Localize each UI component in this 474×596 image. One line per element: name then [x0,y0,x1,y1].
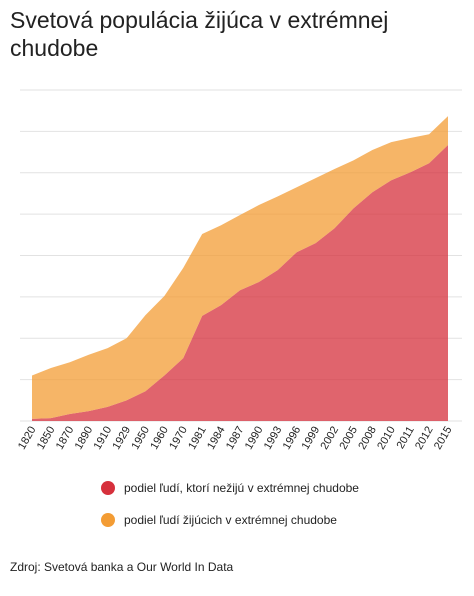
x-tick-label: 1984 [205,425,228,452]
x-tick-label: 1993 [262,425,285,452]
x-tick-label: 1996 [281,425,304,452]
legend-label: podiel ľudí, ktorí nežijú v extrémnej ch… [124,481,359,495]
area [32,145,448,421]
x-tick-label: 1970 [167,425,190,452]
x-tick-label: 2015 [432,425,455,452]
x-tick-label: 2002 [319,425,342,452]
x-tick-label: 1910 [92,425,115,452]
x-tick-label: 2012 [413,425,436,452]
x-tick-label: 1999 [300,425,323,452]
chart-title: Svetová populácia žijúca v extrémnej chud… [10,7,388,61]
x-tick-label: 1960 [148,425,171,452]
x-tick-label: 2008 [356,425,379,452]
x-tick-label: 1987 [224,425,247,452]
x-tick-label: 1950 [129,425,152,452]
x-tick-label: 1870 [54,425,77,452]
x-tick-label: 1890 [73,425,96,452]
x-tick-label: 1850 [35,425,58,452]
legend-label: podiel ľudí žijúcich v extrémnej chudobe [124,513,337,527]
area [32,116,448,419]
x-tick-label: 1820 [16,425,39,452]
x-tick-label: 2005 [337,425,360,452]
legend-marker [101,481,115,495]
x-tick-label: 1981 [186,425,209,452]
x-tick-label: 1990 [243,425,266,452]
legend-marker [101,513,115,527]
x-tick-label: 2010 [375,425,398,452]
x-tick-label: 1929 [111,425,134,452]
source: Zdroj: Svetová banka a Our World In Data [10,560,234,574]
